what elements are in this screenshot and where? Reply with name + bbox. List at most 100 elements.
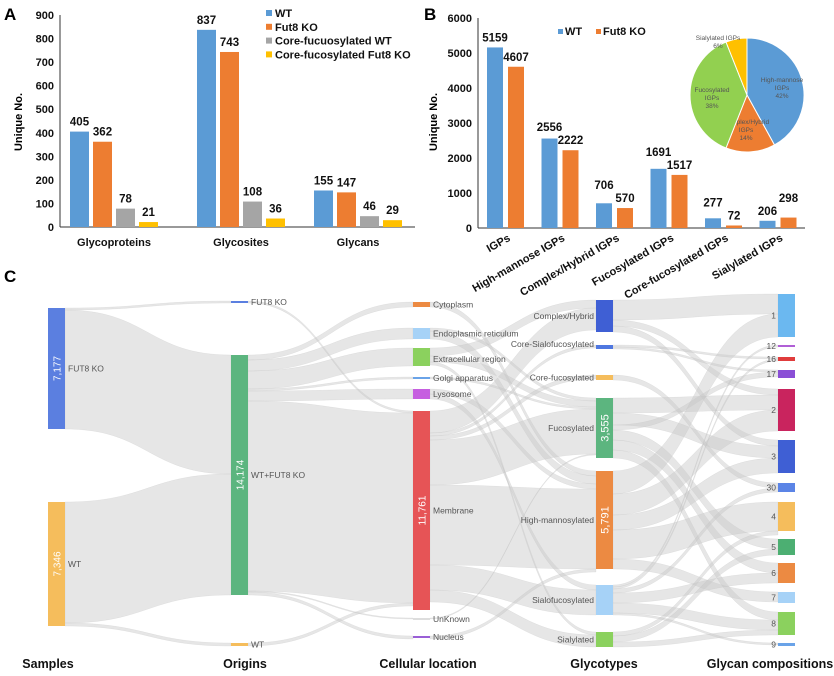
data-label: 405 (70, 117, 90, 129)
bar (197, 29, 216, 228)
y-tick-label: 900 (36, 10, 54, 22)
pie-label-line: Fucosylated (694, 87, 729, 94)
legend-label: Core-fucuosylated WT (275, 36, 392, 48)
bar (243, 201, 262, 227)
panel-b-inset-pie: High-mannose IGPs 42% Complex/Hybrid IGPs 14%… (689, 35, 805, 153)
panel-label-a: A (4, 5, 16, 24)
y-tick-label: 600 (36, 81, 54, 93)
sankey-link (429, 568, 597, 640)
sankey-column-title: Glycan compositions (707, 657, 833, 671)
sankey-node-k8 (778, 612, 795, 635)
sankey-node-label: Nucleus (433, 632, 464, 642)
sankey-node-label: 3 (771, 452, 776, 462)
sankey-column-title: Origins (223, 657, 267, 671)
data-label: 2222 (558, 135, 584, 147)
sankey-node-label: UnKnown (433, 614, 470, 624)
legend-swatch (266, 10, 272, 16)
sankey-node-label: Fucosylated (548, 423, 594, 433)
data-label: 1517 (667, 160, 693, 172)
panel-label-c: C (4, 267, 16, 286)
sankey-column-title: Cellular location (379, 657, 476, 671)
sankey-node-label: Endoplasmic reticulum (433, 329, 519, 339)
y-tick-label: 0 (48, 222, 54, 234)
data-label: 206 (758, 206, 777, 218)
y-tick-label: 4000 (448, 83, 472, 95)
sankey-node-c-cyto (413, 302, 430, 307)
sankey-link (64, 622, 232, 647)
data-label: 78 (119, 194, 132, 206)
sankey-link (612, 530, 779, 637)
sankey-node-g-hm (596, 471, 613, 569)
sankey-link (429, 484, 597, 570)
legend-label: Fut8 KO (603, 26, 646, 38)
bar (596, 203, 612, 228)
bar (541, 138, 558, 228)
data-label: 2556 (537, 122, 563, 134)
sankey-node-label: Extracellular region (433, 354, 506, 364)
panel-a-y-axis-label: Unique No. (13, 93, 25, 151)
y-tick-label: 1000 (448, 188, 472, 200)
pie-label: Fucosylated IGPs 38% (694, 87, 729, 110)
sankey-link (64, 300, 232, 311)
sankey-node-label: WT (68, 559, 81, 569)
y-tick-label: 100 (36, 198, 54, 210)
sankey-node-value: 11,761 (418, 495, 429, 525)
panel-label-b: B (424, 5, 436, 24)
legend-swatch (558, 29, 563, 34)
bar (314, 190, 333, 227)
pie-label-percent: 42% (775, 93, 788, 100)
sankey-node-c-mem (413, 411, 430, 610)
y-tick-label: 800 (36, 34, 54, 46)
sankey-node-value: 5,791 (600, 506, 612, 534)
pie-label-line: Sialylated IGPs (696, 35, 741, 42)
sankey-link (247, 388, 414, 402)
sankey-node-label: 5 (771, 542, 776, 552)
data-label: 21 (142, 207, 155, 219)
bar (508, 66, 524, 228)
sankey-node-label: Golgi apparatus (433, 373, 493, 383)
bar (360, 216, 379, 227)
sankey-node-label: High-mannosylated (521, 515, 595, 525)
bar (383, 220, 402, 227)
sankey-link (612, 293, 779, 321)
sankey-node-label: Core-fucosylated (530, 373, 595, 383)
bar (93, 141, 112, 227)
sankey-node-value: 3,555 (600, 414, 612, 442)
y-tick-label: 200 (36, 175, 54, 187)
sankey-node-c-ext (413, 348, 430, 366)
sankey-node-k6 (778, 563, 795, 583)
sankey-node-k16 (778, 357, 795, 361)
legend-label: Fut8 KO (275, 22, 318, 34)
x-category-label: Core-fucosylated IGPs (622, 232, 730, 301)
sankey-node-c-golgi (413, 377, 430, 379)
sankey-link (247, 591, 414, 640)
bar (266, 218, 285, 227)
sankey-node-label: WT (251, 640, 264, 650)
bar (759, 220, 776, 228)
y-tick-label: 5000 (448, 48, 472, 60)
pie-label-line: Complex/Hybrid (723, 119, 770, 126)
pie-label: Complex/Hybrid IGPs 14% (723, 119, 770, 142)
sankey-node-g-sf (596, 585, 613, 615)
sankey-node-k1 (778, 294, 795, 337)
sankey-column-title: Samples (22, 657, 73, 671)
sankey-node-label: Membrane (433, 506, 474, 516)
pie-label-line: High-mannose (761, 77, 804, 84)
sankey-links (64, 293, 779, 648)
sankey-node-k17 (778, 370, 795, 378)
bar (780, 217, 797, 228)
bar (70, 131, 89, 227)
sankey-nodes: FUT8 KO 7,177 WT 7,346 FUT8 KO WT+FUT8 KO 14,1… (48, 294, 795, 650)
x-category-label: Glycoproteins (77, 237, 151, 249)
data-label: 362 (93, 127, 112, 139)
y-tick-label: 700 (36, 57, 54, 69)
pie-label-line: IGPs (705, 95, 720, 102)
data-label: 4607 (503, 52, 529, 64)
pie-slice (746, 37, 805, 146)
sankey-node-c-er (413, 328, 430, 339)
sankey-node-label: Sialylated (557, 635, 594, 645)
sankey-node-o-ko (231, 301, 248, 303)
sankey-node-label: 12 (767, 341, 777, 351)
x-category-label: Glycosites (213, 237, 269, 249)
